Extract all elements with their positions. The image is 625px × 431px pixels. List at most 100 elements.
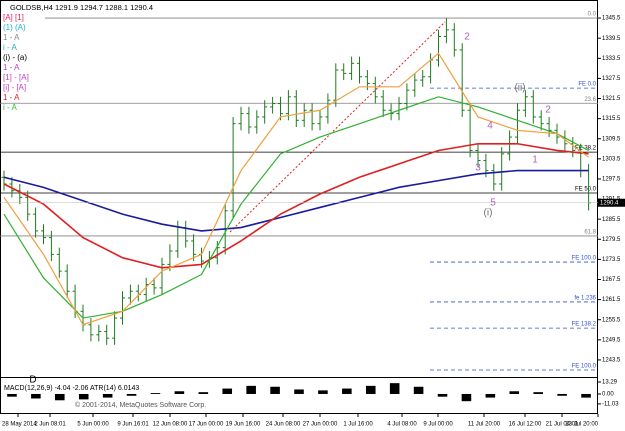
level-label: 23.6: [584, 97, 596, 103]
indicator-tick-label: 0.00: [602, 392, 614, 398]
legend-text: [1] - [A]: [3, 73, 29, 82]
y-tick-label: 1285.5: [602, 217, 621, 223]
y-tick-label: 1243.5: [602, 358, 621, 364]
y-tick-label: 1249.5: [602, 337, 621, 343]
last-price-label: 1290.4: [600, 200, 619, 206]
y-tick-label: 1303.5: [602, 156, 621, 162]
x-tick-label: 2 Jun 08:01: [34, 422, 66, 428]
moving-average: [3, 169, 589, 232]
macd-bar: [342, 388, 352, 394]
x-tick-label: 12 Jun 08:00: [153, 422, 188, 428]
x-tick-label: 16 Jul 12:00: [509, 422, 542, 428]
macd-bar: [557, 393, 567, 396]
level-label: FE 100.0: [572, 364, 597, 370]
macd-bar: [31, 393, 41, 399]
wave-label: D: [29, 375, 36, 386]
macd-bar: [78, 393, 89, 400]
wave-label: 2: [545, 105, 551, 116]
wave-label: 2: [464, 32, 470, 43]
macd-bar: [270, 386, 280, 394]
x-tick-label: 24 Jun 08:00: [266, 422, 301, 428]
y-tick-label: 1339.5: [602, 36, 621, 42]
legend-text: [i] - [A]: [3, 83, 26, 92]
macd-bar: [389, 383, 400, 394]
level-label: FE 138.2: [572, 322, 597, 328]
legend-text: [A] [1]: [3, 13, 24, 22]
macd-bar: [246, 385, 256, 394]
x-tick-label: 11 Jul 20:00: [468, 422, 501, 428]
y-tick-label: 1261.5: [602, 297, 621, 303]
macd-bar: [318, 390, 328, 394]
level-label: 61.8: [584, 230, 596, 236]
y-tick-label: 1255.5: [602, 317, 621, 323]
y-tick-label: 1297.5: [602, 177, 621, 183]
macd-bar: [581, 393, 591, 398]
y-tick-label: 1273.5: [602, 257, 621, 263]
x-tick-label: 19 Jun 16:00: [226, 422, 261, 428]
x-tick-label: 23 Jul 20:00: [565, 422, 598, 428]
legend-text: (i) - (a): [3, 53, 27, 62]
level-label: FE 100.0: [572, 256, 597, 262]
level-label: FE 0.0: [578, 82, 596, 88]
x-tick-label: 9 Jun 16:01: [117, 422, 149, 428]
macd-bar: [461, 393, 472, 402]
macd-bar: [437, 393, 448, 397]
wave-label: 3: [475, 163, 481, 174]
level-label: fe 1.236: [574, 296, 596, 302]
macd-bar: [198, 392, 209, 394]
y-tick-label: 1315.5: [602, 116, 621, 122]
x-tick-label: 21 Jul 04:01: [546, 422, 579, 428]
y-tick-label: 1333.5: [602, 56, 621, 62]
level-label: FE 50.0: [575, 187, 597, 193]
macd-bar: [126, 393, 137, 396]
legend-text: 1 - A: [3, 33, 20, 42]
moving-average: [3, 96, 589, 319]
legend-text: i - A: [3, 103, 17, 112]
indicator-tick-label: -11.03: [602, 401, 619, 407]
macd-bar: [509, 391, 520, 394]
y-tick-label: 1321.5: [602, 96, 621, 102]
x-tick-label: 27 Jun 00:00: [303, 422, 338, 428]
x-tick-label: 1 Jul 16:00: [343, 422, 373, 428]
x-tick-label: 9 Jul 00:00: [423, 422, 453, 428]
x-tick-label: 5 Jun 00:00: [77, 422, 109, 428]
y-tick-label: 1327.5: [602, 76, 621, 82]
moving-average: [3, 142, 589, 269]
wave-label: (i): [484, 208, 493, 219]
macd-bar: [413, 386, 424, 394]
wave-label: 5: [490, 198, 496, 209]
macd-bar: [174, 391, 185, 394]
wave-label: (ii): [514, 83, 525, 94]
y-tick-label: 1345.5: [602, 16, 621, 22]
x-tick-label: 4 Jul 08:00: [387, 422, 417, 428]
last-price-box: [598, 198, 625, 207]
macd-bar: [485, 393, 496, 398]
macd-bar: [7, 393, 17, 397]
wave-label: 1: [532, 155, 538, 166]
x-tick-label: 28 May 2014: [2, 422, 37, 428]
legend-text: (1) (A): [3, 23, 26, 32]
macd-bar: [150, 393, 161, 394]
copyright: © 2001-2014, MetaQuotes Software Corp.: [75, 401, 206, 409]
macd-bar: [102, 393, 113, 398]
y-tick-label: 1267.5: [602, 277, 621, 283]
chart-title: GOLDSB,H4 1291.9 1294.7 1288.1 1290.4: [10, 3, 153, 12]
macd-bar: [365, 385, 376, 394]
y-tick-label: 1309.5: [602, 136, 621, 142]
indicator-tick-label: 13.29: [602, 380, 618, 386]
wave-label: 4: [487, 121, 493, 132]
legend-text: 1 - A: [3, 93, 20, 102]
legend-text: 1 - A: [3, 63, 20, 72]
indicator-title: MACD(12,26,9) -4.04 -2.06 ATR(14) 6.0143: [4, 385, 139, 392]
y-tick-label: 1279.5: [602, 237, 621, 243]
moving-average: [3, 52, 589, 326]
level-label: 0.0: [588, 12, 597, 18]
x-tick-label: 17 Jun 00:00: [189, 422, 224, 428]
macd-bar: [294, 389, 304, 394]
plot-frame: [0, 0, 598, 414]
legend-text: i - A: [3, 43, 17, 52]
macd-bar: [55, 393, 65, 401]
macd-bar: [222, 388, 233, 394]
